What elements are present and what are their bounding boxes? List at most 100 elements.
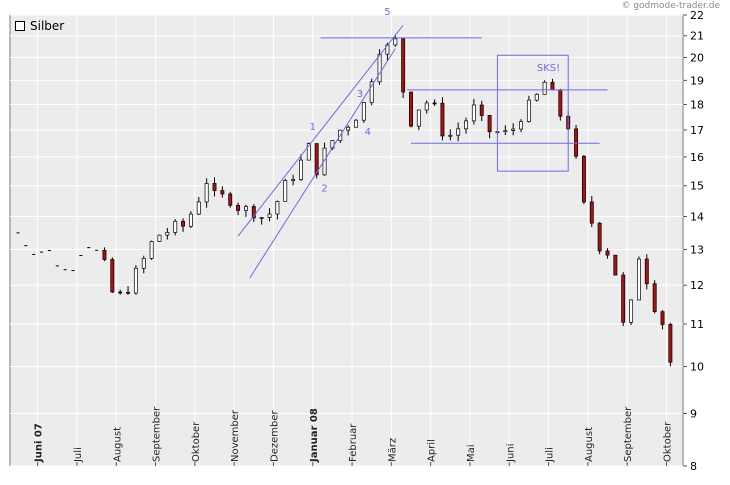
- candle-body: [275, 200, 280, 215]
- candle-body: [605, 250, 610, 256]
- y-tick-label: 10: [690, 361, 704, 374]
- annotation-label: 4: [365, 127, 371, 138]
- candle-body: [542, 81, 547, 95]
- candle-body: [306, 143, 311, 161]
- candle-body: [479, 104, 484, 116]
- candle-body: [432, 102, 437, 105]
- candle-body: [519, 121, 523, 130]
- candle-body: [629, 299, 634, 323]
- x-tick-label: Oktober: [662, 421, 673, 462]
- candle-body: [377, 53, 382, 83]
- candle-body: [322, 147, 327, 176]
- candle-body: [409, 91, 413, 127]
- x-tick-label: November: [230, 409, 241, 462]
- candle-body: [613, 254, 618, 276]
- copyright-label: © godmode-trader.de: [621, 1, 720, 11]
- candle-body: [416, 109, 421, 127]
- candle-body: [149, 241, 154, 259]
- annotation-lower-channel: [249, 48, 396, 279]
- candle-body: [660, 311, 665, 325]
- y-tick-label: 15: [690, 180, 704, 193]
- candle-body: [354, 119, 358, 128]
- x-tick-label: Juni: [505, 444, 516, 463]
- candle-body: [283, 180, 288, 202]
- y-tick-label: 12: [690, 279, 704, 292]
- candle-body: [558, 89, 563, 117]
- candle-body: [456, 128, 461, 136]
- candle-body: [188, 213, 193, 227]
- x-tick-label: September: [152, 406, 163, 462]
- x-tick-label: Mai: [466, 444, 477, 462]
- x-tick-label: Juli: [73, 447, 84, 463]
- candle-body: [157, 234, 162, 242]
- candle-body: [204, 183, 209, 203]
- candle-body: [220, 190, 225, 195]
- x-tick-label: August: [584, 427, 595, 462]
- candle-body: [644, 258, 649, 285]
- y-tick-label: 14: [690, 211, 704, 224]
- x-tick-label: Januar 08: [309, 408, 320, 463]
- candle-body: [369, 81, 374, 103]
- candle-body: [534, 93, 539, 101]
- candle-body: [464, 120, 468, 130]
- annotation-label: SKS!: [537, 63, 560, 74]
- candle-body: [165, 232, 170, 236]
- x-tick-label: September: [623, 406, 634, 462]
- candle-body: [636, 258, 641, 301]
- annotation-label: 5: [384, 7, 390, 18]
- legend: Silber: [15, 19, 64, 33]
- x-tick-label: Juni 07: [34, 423, 45, 463]
- y-tick-label: 20: [690, 51, 704, 64]
- y-tick-label: 18: [690, 98, 704, 111]
- candle-body: [314, 143, 319, 176]
- candle-body: [236, 204, 241, 211]
- candle-body: [471, 104, 476, 122]
- candle-body: [668, 324, 673, 363]
- x-tick-label: Oktober: [191, 421, 202, 462]
- y-tick-label: 19: [690, 74, 704, 87]
- candle-body: [589, 201, 594, 224]
- y-tick-label: 8: [690, 460, 697, 473]
- candle-body: [424, 102, 429, 111]
- candle-body: [126, 291, 130, 294]
- candle-body: [440, 102, 445, 137]
- candle-body: [212, 183, 217, 191]
- candle-body: [393, 38, 398, 46]
- x-tick-label: Februar: [348, 423, 359, 462]
- candle-body: [448, 134, 453, 137]
- y-tick-label: 22: [690, 9, 704, 22]
- x-tick-label: August: [112, 427, 123, 462]
- y-tick-label: 11: [690, 318, 704, 331]
- candle-body: [196, 201, 201, 215]
- candle-body: [141, 258, 146, 269]
- annotation-label: 1: [310, 122, 316, 133]
- candle-body: [487, 115, 492, 133]
- candle-body: [581, 155, 586, 203]
- candle-body: [361, 102, 366, 121]
- candle-body: [102, 249, 107, 260]
- x-tick-label: März: [387, 438, 398, 462]
- x-tick-label: April: [427, 439, 438, 462]
- y-tick-label: 13: [690, 244, 704, 257]
- y-tick-label: 21: [690, 30, 704, 43]
- candle-body: [181, 220, 186, 227]
- candle-body: [550, 81, 555, 91]
- candle-body: [110, 259, 115, 293]
- candle-body: [243, 206, 248, 211]
- candle-body: [133, 267, 138, 294]
- candle-body: [401, 38, 406, 93]
- x-tick-label: Dezember: [269, 410, 280, 462]
- candle-body: [251, 206, 256, 219]
- annotation-sks-box: [496, 54, 569, 172]
- candle-body: [574, 128, 579, 157]
- candle-body: [511, 128, 516, 131]
- candle-body: [118, 291, 123, 294]
- candle-body: [291, 179, 296, 181]
- candle-body: [259, 217, 264, 219]
- annotation-upper-channel: [237, 24, 404, 237]
- plot-background: [9, 14, 684, 467]
- candle-body: [652, 283, 657, 312]
- y-tick-label: 17: [690, 124, 704, 137]
